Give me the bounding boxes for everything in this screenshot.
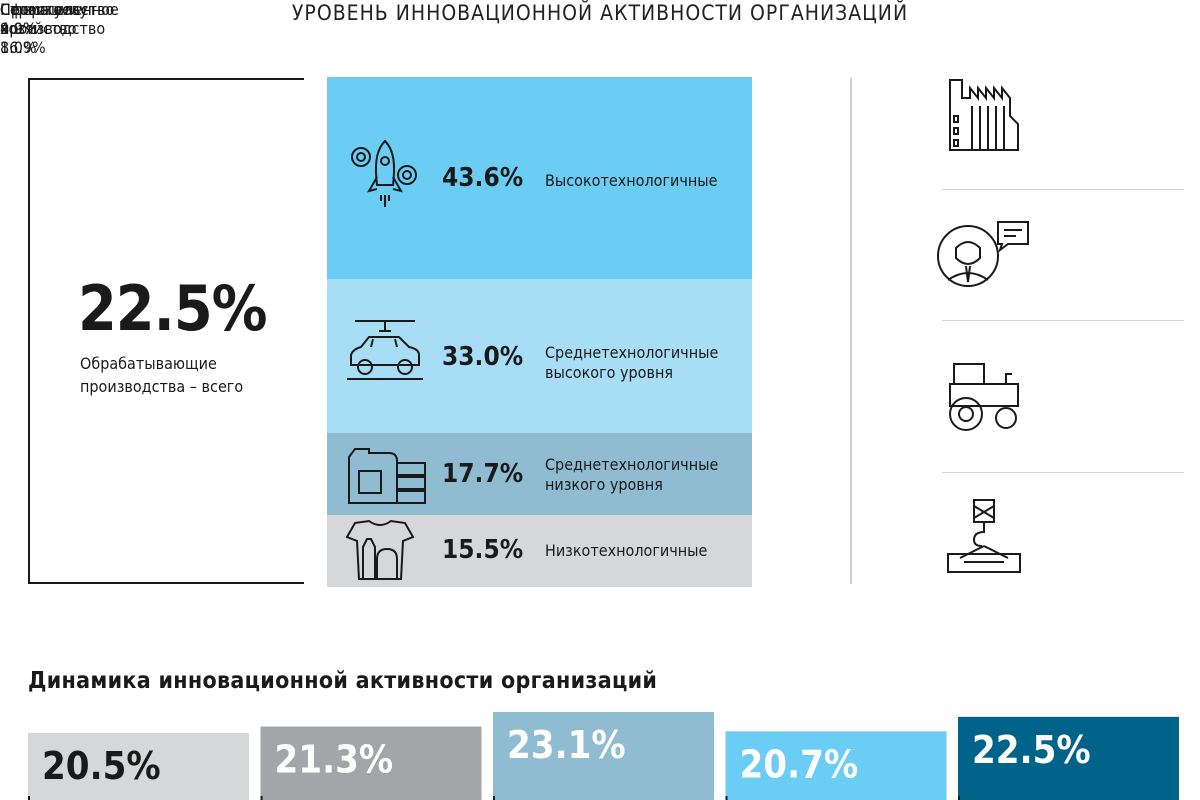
tech-high-value: 43.6% [442,163,524,193]
dynamics-bar [493,712,714,800]
sector-services: Сфера услуг 9.9% [0,0,1029,287]
tech-low-value: 15.5% [442,535,524,565]
car-icon [347,320,423,380]
canister-tires-icon [348,448,426,504]
manufacturing-total-label: Обрабатывающие производства – всего [80,352,300,398]
tech-band-medium-low: 17.7% Среднетехнологичные низкого уровня [327,433,752,515]
service-person-icon [937,221,1029,287]
sector-industry-name-line2: производство [0,19,106,38]
tech-high-label-line1: Высокотехнологичные [545,171,718,190]
tech-medium-high-label-line1: Среднетехнологичные [545,343,719,362]
dynamics-bar [958,716,1179,800]
tech-medium-low-label: Среднетехнологичные низкого уровня [545,455,745,495]
sector-industry-name: Промышленное производство [0,0,119,38]
sector-separator [942,472,1184,473]
total-bracket [28,78,304,584]
tech-medium-high-label: Среднетехнологичные высокого уровня [545,343,745,383]
manufacturing-total-label-line2: производства – всего [80,377,244,396]
sector-separator [942,189,1184,190]
dynamics-bar-label: 20.7% [740,742,859,786]
tech-medium-low-value: 17.7% [442,459,524,489]
factory-icon [949,79,1019,151]
tech-band-high: 43.6% Высокотехнологичные [327,77,752,279]
tech-high-label: Высокотехнологичные [545,171,745,191]
dynamics-bar [725,731,947,800]
vertical-divider [850,78,852,584]
sector-services-name: Сфера услуг [0,0,95,19]
infographic-title: УРОВЕНЬ ИННОВАЦИОННОЙ АКТИВНОСТИ ОРГАНИЗ… [291,1,909,25]
manufacturing-total-value: 22.5% [78,272,268,345]
crane-hook-icon [947,499,1021,573]
gears-rocket-icon [351,139,417,207]
sector-construction-name: Строительство [0,0,114,19]
dynamics-bar [28,732,249,800]
tech-low-label-line1: Низкотехнологичные [545,541,708,560]
sector-construction: Строительство 4.0% [0,0,1021,573]
sector-agriculture-name-line2: хозяйство [0,19,77,38]
tech-medium-high-value: 33.0% [442,342,524,372]
dynamics-bar [260,726,482,800]
sector-construction-value: 4.0% [0,19,37,38]
dynamics-bar-label: 23.1% [507,723,626,767]
sector-industry-value: 16.9% [0,38,46,57]
sector-services-name-line1: Сфера услуг [0,0,96,19]
dynamics-bar-chart: 20.5% 21.3% 23.1% 20.7% 22.5% [28,712,1179,800]
manufacturing-total-label-line1: Обрабатывающие [80,354,217,373]
tech-medium-high-label-line2: высокого уровня [545,363,674,382]
tech-medium-low-label-line2: низкого уровня [545,475,663,494]
dynamics-bar-label: 22.5% [972,728,1091,772]
sector-separator [942,320,1184,321]
shirt-bottle-bread-icon [345,519,415,580]
sector-agriculture-name-line1: Сельское [0,0,71,19]
sector-agriculture: Сельское хозяйство 8.0% [0,0,1019,431]
sector-agriculture-name: Сельское хозяйство [0,0,77,38]
tech-medium-low-label-line1: Среднетехнологичные [545,455,719,474]
sector-industry-name-line1: Промышленное [0,0,119,19]
sector-industry: Промышленное производство 16.9% [0,0,1019,151]
tech-low-label: Низкотехнологичные [545,541,745,561]
dynamics-title: Динамика инновационной активности органи… [28,668,658,694]
dynamics-bar-label: 21.3% [275,738,394,782]
sector-construction-name-line1: Строительство [0,0,115,19]
sector-services-value: 9.9% [0,19,37,38]
tech-band-medium-high: 33.0% Среднетехнологичные высокого уровн… [327,279,752,433]
dynamics-bar-label: 20.5% [42,744,161,788]
sector-agriculture-value: 8.0% [0,38,37,57]
tractor-icon [949,363,1019,431]
tech-band-low: 15.5% Низкотехнологичные [327,515,752,587]
